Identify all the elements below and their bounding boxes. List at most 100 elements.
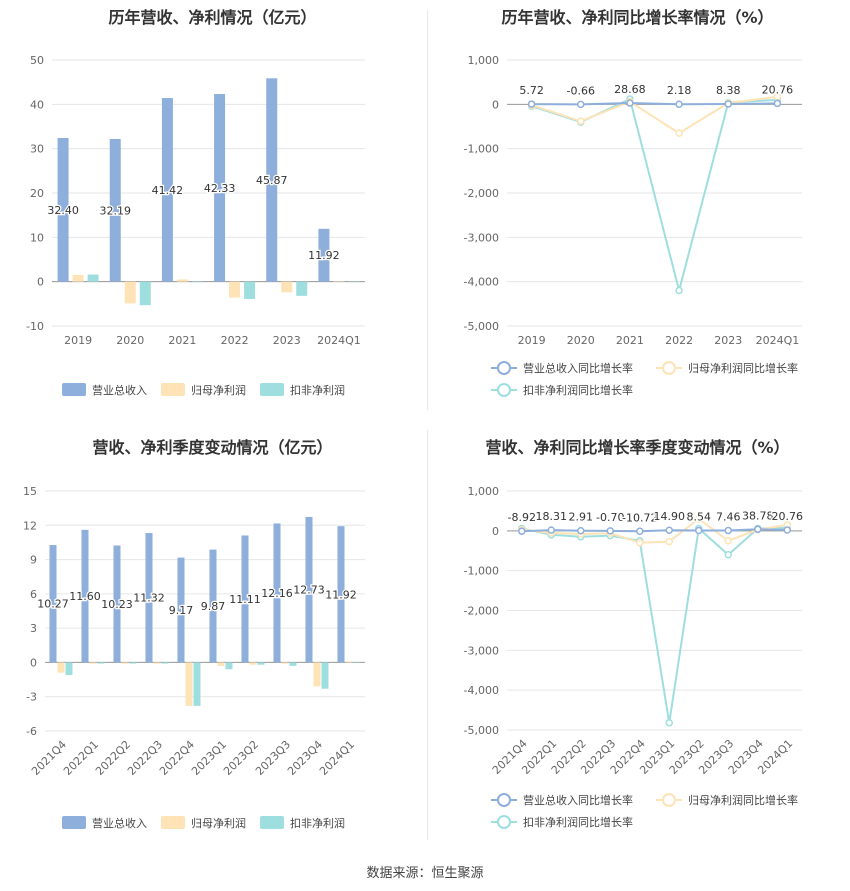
- y-tick-label: 3: [30, 622, 37, 635]
- y-tick-label: 0: [492, 98, 499, 111]
- y-tick-label: -4,000: [464, 684, 499, 697]
- y-tick-label: -4,000: [464, 276, 499, 289]
- legend-label: 营业总收入: [92, 816, 147, 830]
- y-tick-label: 6: [30, 588, 37, 601]
- bar: [214, 94, 226, 282]
- bar: [65, 662, 73, 675]
- bar: [229, 281, 241, 298]
- bar: [89, 662, 97, 664]
- legend-label: 营业总收入: [92, 383, 147, 397]
- data-source-note: 数据来源：恒生聚源: [366, 866, 484, 881]
- bar: [244, 281, 256, 299]
- chart-title: 历年营收、净利同比增长率情况（%）: [501, 8, 774, 27]
- y-tick-label: 1,000: [468, 485, 500, 498]
- y-tick-label: 40: [30, 98, 44, 111]
- bar: [145, 533, 153, 663]
- bar: [321, 662, 329, 689]
- x-tick-label: 2023: [273, 334, 301, 347]
- y-tick-label: -2,000: [464, 187, 499, 200]
- data-label: 10.23: [101, 598, 133, 611]
- chart-quarterly-growth-rate: 1,000 0 -1,000 -2,000 -3,000 -4,000 -5,000 -8.9…: [464, 485, 804, 829]
- data-label: 5.72: [519, 84, 544, 97]
- y-tick-label: 9: [30, 554, 37, 567]
- x-tick-label: 2024Q1: [756, 334, 800, 347]
- data-point: [695, 526, 703, 535]
- legend-marker: [497, 793, 511, 807]
- y-tick-label: -5,000: [464, 724, 499, 737]
- data-label: 32.19: [100, 204, 132, 217]
- bar: [121, 662, 129, 664]
- y-tick-label: 12: [23, 519, 37, 532]
- data-point: [773, 99, 782, 108]
- y-tick-label: 15: [23, 485, 37, 498]
- data-label: 7.46: [716, 511, 741, 524]
- legend-swatch: [62, 816, 86, 829]
- chart-panel-quarterly-growth: 营收、净利同比增长率季度变动情况（%） 1,000 0 -1,000 -2,000 -3…: [425, 430, 850, 850]
- bar: [49, 545, 57, 663]
- x-tick-label: 2024Q1: [317, 738, 357, 778]
- data-label: 11.60: [69, 590, 101, 603]
- y-tick-label: -3,000: [464, 231, 499, 244]
- y-tick-label: -3: [26, 691, 37, 704]
- data-label: 8.38: [716, 84, 741, 97]
- legend-label: 扣非净利润: [290, 383, 345, 397]
- bar: [345, 661, 353, 663]
- y-tick-label: 0: [37, 276, 44, 289]
- legend-swatch: [260, 816, 284, 829]
- data-point: [665, 526, 673, 534]
- bar: [217, 662, 225, 666]
- legend-swatch: [62, 383, 86, 396]
- data-label: -0.66: [567, 84, 595, 97]
- data-point: [724, 537, 732, 545]
- data-point: [527, 100, 536, 108]
- y-tick-label: 0: [30, 656, 37, 669]
- data-label: 2.91: [569, 511, 594, 524]
- y-tick-label: 50: [30, 54, 44, 67]
- bar: [225, 662, 233, 670]
- data-point: [626, 99, 634, 107]
- chart-title: 营收、净利同比增长率季度变动情况（%）: [485, 438, 790, 457]
- data-label: -8.92: [508, 511, 536, 524]
- x-tick-label: 2021: [168, 334, 196, 347]
- y-tick-label: -6: [26, 725, 37, 738]
- bar: [281, 662, 289, 664]
- data-point: [577, 100, 585, 109]
- data-point: [636, 527, 644, 536]
- series-line: [531, 95, 778, 135]
- chart-panel-quarterly-revenue: 营收、净利季度变动情况（亿元） 15 12 9 6 3 0 -3 -6 10.27 11.60 10…: [0, 430, 425, 850]
- legend-marker: [497, 383, 511, 397]
- data-label: 28.68: [614, 83, 646, 96]
- bar: [348, 281, 360, 283]
- bar: [185, 662, 193, 706]
- data-label: 11.11: [229, 593, 261, 606]
- y-tick-label: 10: [30, 231, 44, 244]
- bar: [57, 138, 69, 282]
- vertical-divider-bottom: [427, 430, 428, 840]
- bar: [337, 526, 345, 663]
- chart-annual-growth-rate: 1,000 0 -1,000 -2,000 -3,000 -4,000 -5,000 5.72…: [464, 54, 802, 397]
- series-line: [521, 526, 788, 723]
- bar: [87, 274, 99, 282]
- legend-marker: [662, 793, 676, 807]
- data-label: 20.76: [762, 83, 794, 96]
- legend-marker: [662, 361, 676, 375]
- bar: [57, 662, 65, 673]
- y-tick-label: 0: [492, 525, 499, 538]
- y-tick-label: -5,000: [464, 320, 499, 333]
- bar: [176, 279, 188, 282]
- legend-label: 归母净利润同比增长率: [688, 361, 798, 375]
- bar: [289, 662, 297, 666]
- data-label: 11.92: [308, 249, 340, 262]
- chart-annual-revenue-profit: 50 40 30 20 10 0 -10 32.40 32.19 41.42 42.33 45.87 1…: [26, 54, 365, 397]
- data-label: 9.87: [201, 600, 226, 613]
- y-tick-label: 20: [30, 187, 44, 200]
- legend-label: 归母净利润: [191, 816, 246, 830]
- data-label: 2.18: [667, 84, 692, 97]
- data-point: [577, 526, 585, 535]
- data-label: 32.40: [47, 204, 79, 217]
- bar: [191, 281, 203, 283]
- series-line: [521, 517, 788, 544]
- data-point: [783, 526, 791, 534]
- bar: [177, 557, 185, 663]
